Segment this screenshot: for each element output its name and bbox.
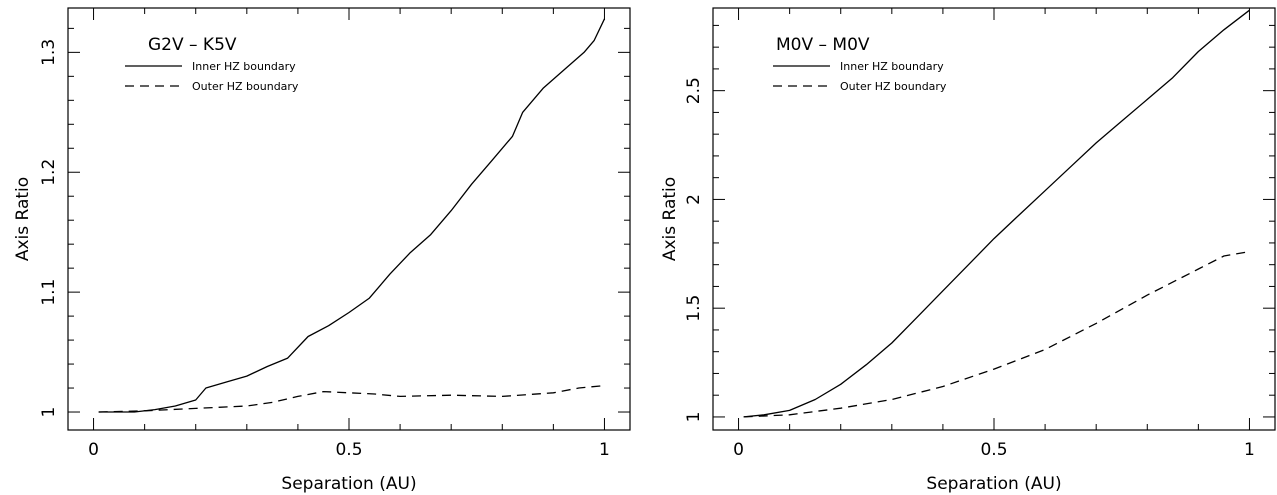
series-line-outer-hz	[98, 384, 605, 413]
series-line-inner-hz	[743, 9, 1250, 418]
legend-label-inner: Inner HZ boundary	[840, 60, 944, 73]
legend-label-outer: Outer HZ boundary	[192, 80, 299, 93]
y-tick-label: 2.5	[684, 77, 704, 104]
y-axis-label: Axis Ratio	[660, 177, 680, 261]
y-tick-label: 1	[39, 407, 59, 418]
y-tick-label: 1.1	[39, 279, 59, 306]
x-tick-label: 1	[1244, 440, 1255, 460]
y-tick-labels: 1 1.5 2 2.5	[684, 77, 704, 422]
y-tick-label: 2	[684, 194, 704, 205]
legend-label-inner: Inner HZ boundary	[192, 60, 296, 73]
tick-marks	[713, 8, 1275, 430]
x-axis-label: Separation (AU)	[281, 474, 416, 494]
x-tick-label: 0	[733, 440, 744, 460]
y-tick-label: 1.5	[684, 295, 704, 322]
series-line-outer-hz	[743, 250, 1250, 418]
legend: Inner HZ boundary Outer HZ boundary	[125, 60, 299, 93]
legend-label-outer: Outer HZ boundary	[840, 80, 947, 93]
series-line-inner-hz	[98, 18, 606, 413]
series-layer	[743, 9, 1250, 418]
y-tick-labels: 1 1.1 1.2 1.3	[39, 39, 59, 418]
x-tick-labels: 0 0.5 1	[88, 440, 610, 460]
y-tick-label: 1	[684, 412, 704, 423]
y-axis-label: Axis Ratio	[13, 177, 33, 261]
chart-panel-m0v-m0v: 0 0.5 1 11.522.5 M0V – M0V Inner HZ bounda…	[660, 7, 1276, 494]
y-tick-label: 1.2	[39, 159, 59, 186]
legend: Inner HZ boundary Outer HZ boundary	[773, 60, 947, 93]
plot-frame	[712, 7, 1276, 431]
panel-title: G2V – K5V	[148, 35, 237, 55]
panel-title: M0V – M0V	[776, 35, 870, 55]
plot-frame	[67, 7, 631, 431]
chart-panel-g2v-k5v: 0 0.5 1 11.11.21.3 G2V – K5V Inner HZ boun…	[13, 7, 631, 494]
tick-marks	[68, 8, 630, 430]
x-tick-label: 1	[599, 440, 610, 460]
x-axis-label: Separation (AU)	[926, 474, 1061, 494]
series-layer	[98, 18, 606, 413]
y-tick-label: 1.3	[39, 39, 59, 66]
x-tick-labels: 0 0.5 1	[733, 440, 1255, 460]
x-tick-label: 0	[88, 440, 99, 460]
x-tick-label: 0.5	[980, 440, 1007, 460]
x-tick-label: 0.5	[335, 440, 362, 460]
